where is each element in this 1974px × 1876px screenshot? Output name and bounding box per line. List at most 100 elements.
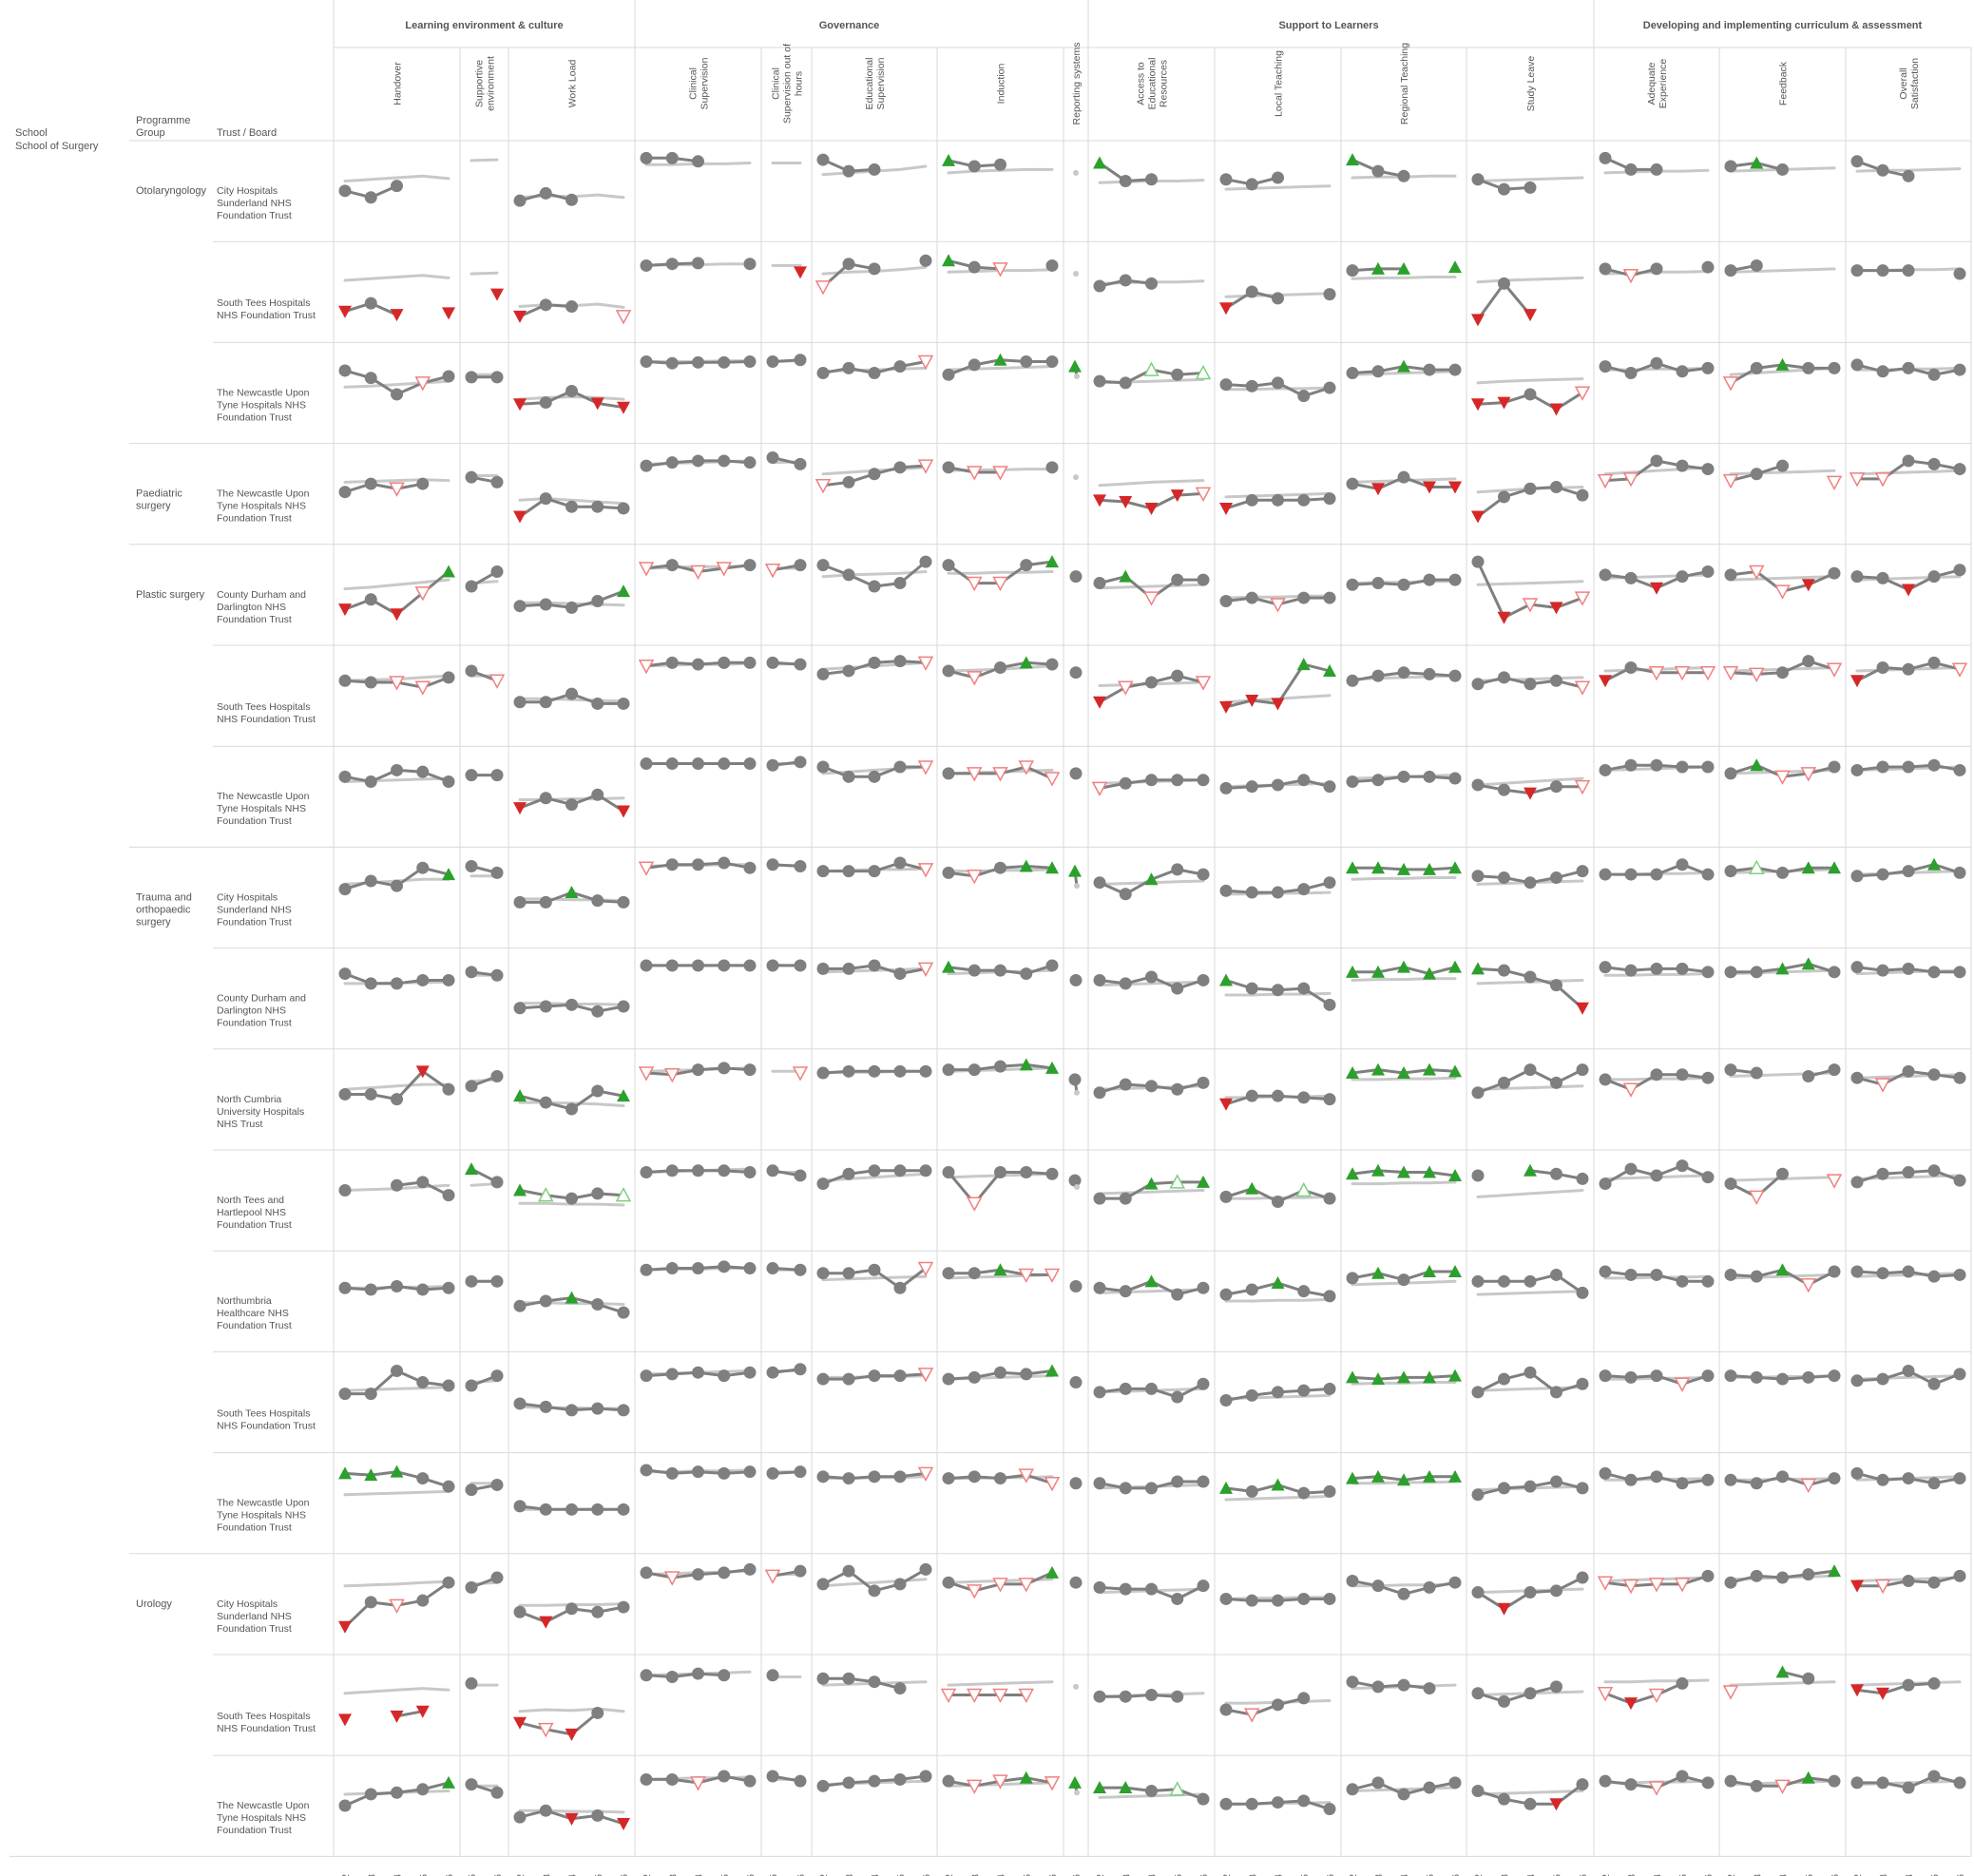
data-point-circle: [692, 1366, 704, 1379]
data-point-circle: [1498, 1694, 1510, 1708]
data-point-circle: [391, 1786, 403, 1799]
data-point-circle: [1701, 565, 1715, 578]
data-point-circle: [1297, 1486, 1311, 1500]
data-point-circle: [893, 856, 907, 870]
data-point-circle: [1471, 870, 1485, 883]
data-point-circle: [766, 656, 779, 669]
data-point-circle: [1927, 457, 1941, 470]
data-point-up-triangle: [1346, 1066, 1359, 1080]
data-point-down-triangle-hollow: [1774, 584, 1791, 600]
data-point-up-triangle: [1448, 260, 1462, 274]
data-point-circle: [1524, 1586, 1537, 1599]
data-point-up-triangle: [1397, 1066, 1410, 1080]
data-point-down-triangle-hollow: [815, 280, 832, 296]
data-point-circle: [1724, 1177, 1737, 1191]
data-point-circle: [1145, 1785, 1158, 1798]
data-point-circle: [1272, 886, 1284, 899]
data-point-up-triangle: [1397, 862, 1410, 875]
data-point-circle: [1676, 1274, 1689, 1288]
data-point-down-triangle: [513, 802, 527, 815]
trend-line: [1476, 580, 1584, 586]
year-tick-label: 2015: [1426, 1874, 1436, 1876]
data-point-circle: [794, 1363, 807, 1376]
data-point-circle: [1776, 866, 1789, 879]
data-point-circle: [766, 354, 779, 368]
data-point-circle: [1902, 1265, 1915, 1278]
data-point-circle: [1599, 568, 1612, 582]
data-point-circle: [794, 354, 807, 367]
data-point-circle: [743, 354, 757, 368]
data-point-down-triangle: [1144, 502, 1159, 515]
data-point-circle: [1876, 868, 1889, 881]
data-point-circle: [1423, 363, 1436, 376]
data-point-small: [1073, 169, 1079, 176]
data-point-small: [1074, 1184, 1080, 1191]
data-point-circle: [391, 388, 403, 401]
data-point-circle: [842, 1167, 855, 1180]
data-point-circle: [1828, 1369, 1841, 1383]
trust-label: Northumbria: [217, 1295, 272, 1307]
data-point-circle: [565, 385, 578, 397]
trend-line: [1098, 980, 1205, 987]
data-point-down-triangle-hollow: [1195, 487, 1212, 503]
data-point-circle: [1397, 666, 1410, 680]
data-point-down-triangle-hollow: [1243, 1708, 1260, 1723]
data-point-circle: [490, 769, 504, 782]
data-point-circle: [465, 371, 478, 384]
data-point-down-triangle-hollow: [917, 354, 934, 371]
data-point-circle: [1750, 1270, 1763, 1283]
data-point-down-triangle-hollow: [1800, 1478, 1817, 1494]
indicator-header: Adequate: [1646, 62, 1658, 105]
trust-label: Foundation Trust: [217, 614, 292, 625]
data-point-circle: [919, 1770, 932, 1783]
data-point-circle: [539, 1000, 552, 1013]
data-point-circle: [513, 895, 527, 909]
data-point-up-triangle: [565, 1291, 579, 1304]
data-point-circle: [1093, 1477, 1106, 1490]
data-point-circle: [338, 883, 352, 896]
data-point-circle: [868, 1675, 881, 1689]
data-point-circle: [591, 1503, 604, 1516]
data-point-up-triangle: [1144, 1177, 1159, 1190]
data-point-up-triangle: [1371, 1469, 1385, 1483]
data-point-circle: [1724, 1063, 1737, 1077]
indicator-header: Regional Teaching: [1399, 43, 1410, 124]
data-point-up-triangle: [1346, 1167, 1359, 1180]
trend-line: [947, 1680, 1054, 1687]
data-point-circle: [1471, 1586, 1485, 1599]
data-point-circle: [391, 180, 403, 193]
data-point-circle: [1750, 1370, 1763, 1384]
data-point-circle: [1119, 1285, 1132, 1298]
data-point-circle: [1093, 279, 1106, 293]
data-point-circle: [1448, 669, 1462, 682]
data-point-down-triangle-hollow: [638, 861, 655, 876]
data-point-circle: [1245, 1388, 1258, 1402]
data-point-up-triangle: [942, 153, 955, 166]
data-point-down-triangle: [513, 510, 527, 524]
data-point-circle: [1145, 173, 1158, 186]
data-point-down-triangle-hollow: [1826, 475, 1843, 490]
data-point-circle: [338, 1388, 352, 1401]
data-point-down-triangle-hollow: [1951, 662, 1968, 678]
data-point-circle: [1069, 1376, 1083, 1389]
data-point-circle: [1624, 1473, 1638, 1486]
data-point-circle: [565, 500, 578, 513]
section-header: Developing and implementing curriculum &…: [1643, 20, 1923, 31]
data-point-up-triangle: [1068, 1775, 1082, 1789]
data-point-circle: [591, 788, 604, 801]
data-point-circle: [338, 967, 352, 981]
year-tick-label: 2012: [819, 1874, 830, 1876]
data-point-circle: [1524, 1480, 1537, 1493]
data-point-circle: [1498, 1274, 1510, 1288]
series-line: [344, 482, 424, 494]
data-point-circle: [1927, 1576, 1941, 1589]
data-point-circle: [942, 866, 955, 879]
data-point-circle: [842, 1372, 855, 1386]
data-point-circle: [842, 164, 855, 178]
data-point-down-triangle: [539, 1616, 553, 1629]
data-point-circle: [442, 775, 455, 789]
year-tick-label: 2016: [796, 1874, 807, 1876]
year-tick-label: 2015: [720, 1874, 731, 1876]
data-point-circle: [1576, 1482, 1589, 1495]
trend-line: [1729, 267, 1836, 274]
